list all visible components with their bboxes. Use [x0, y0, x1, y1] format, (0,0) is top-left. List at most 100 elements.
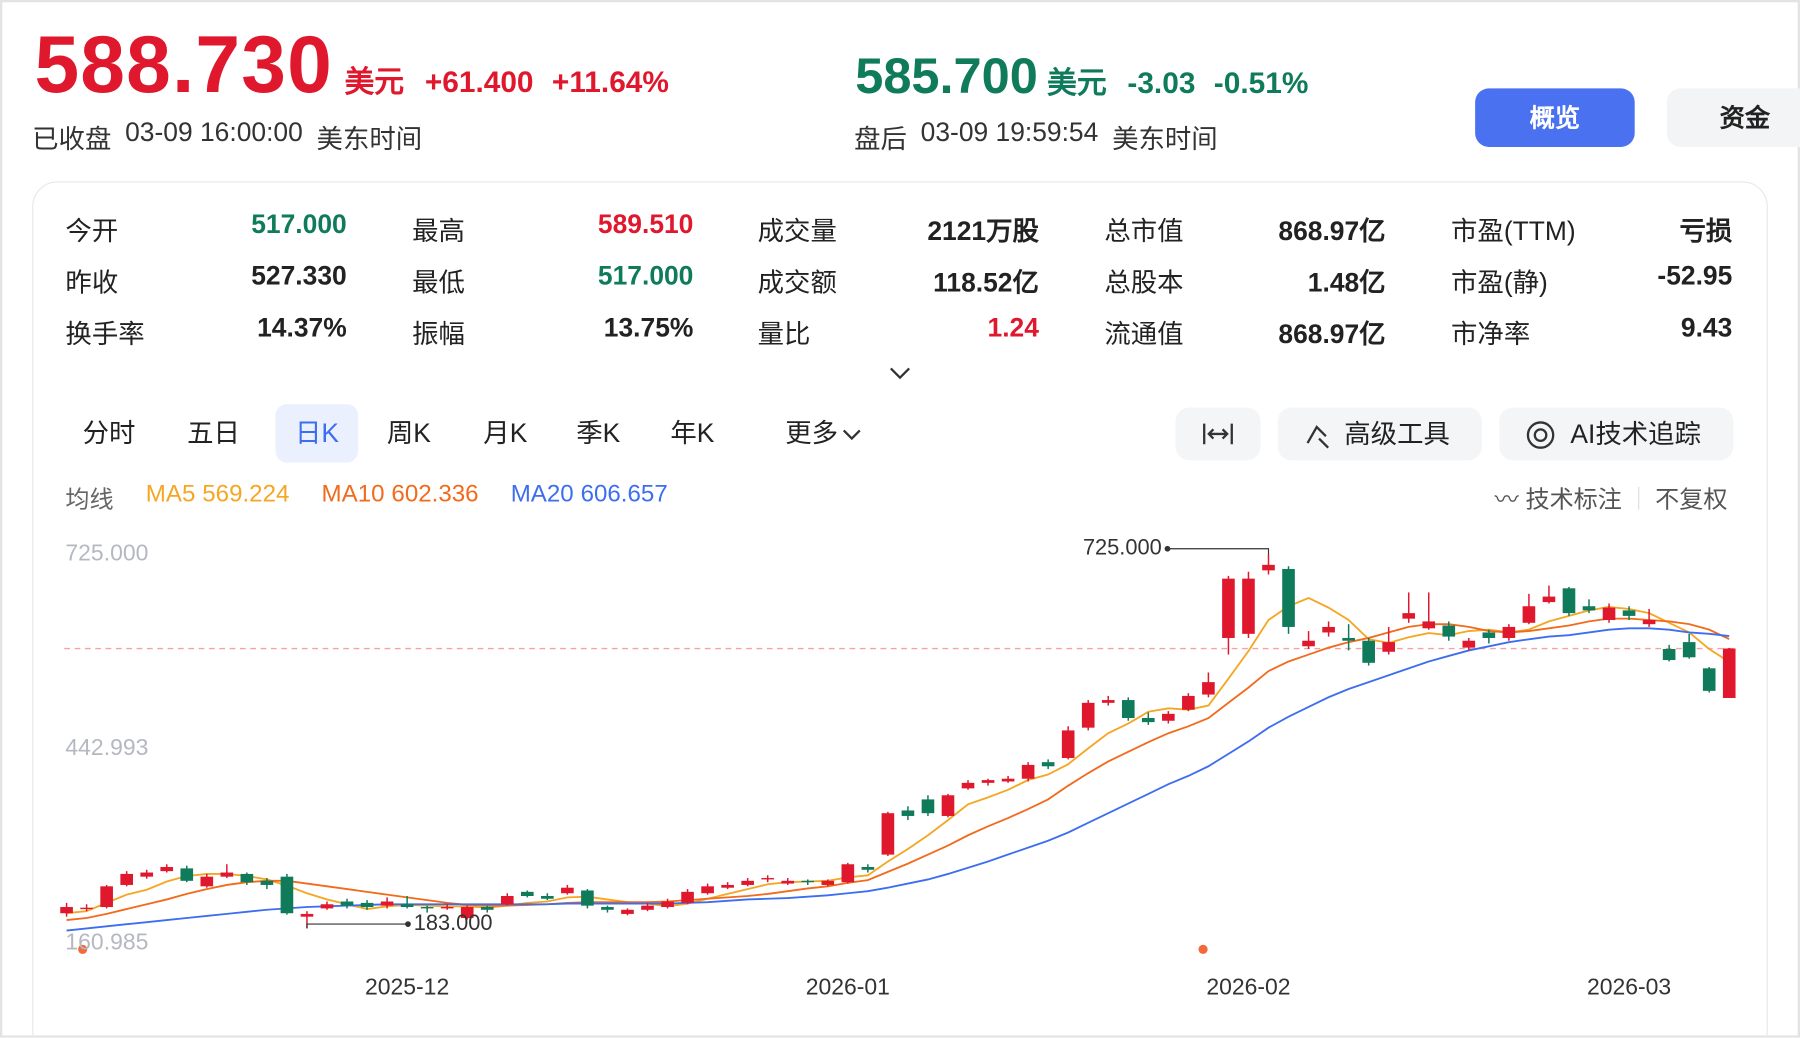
- candle-body: [360, 902, 374, 908]
- period-tab[interactable]: 日K: [275, 404, 359, 463]
- candle-body: [220, 872, 234, 877]
- candle-body: [120, 873, 133, 885]
- advanced-tools[interactable]: 高级工具: [1277, 407, 1483, 461]
- overview-tab[interactable]: 概览: [1475, 88, 1635, 147]
- candle-body: [60, 907, 73, 914]
- candle-body: [1101, 700, 1115, 703]
- stat-value: 868.97亿: [1278, 319, 1386, 349]
- x-tick-label: 2026-03: [1587, 973, 1671, 999]
- stat-label: 市盈(TTM): [1451, 215, 1576, 246]
- period-tab[interactable]: 季K: [576, 417, 621, 448]
- period-tab[interactable]: 更多: [785, 404, 862, 463]
- price: 588.730: [34, 19, 333, 110]
- stat-label: 成交量: [757, 215, 837, 246]
- candle-body: [280, 876, 294, 914]
- candle-body: [941, 795, 955, 816]
- candle-body: [1182, 695, 1195, 710]
- annotate-toggle[interactable]: 〰 技术标注: [1494, 486, 1622, 514]
- candle-body: [1001, 778, 1015, 782]
- candle-body: [681, 891, 694, 903]
- candle-body: [200, 876, 214, 887]
- candle-body: [100, 886, 113, 908]
- min-label: 183.000: [414, 910, 493, 935]
- ma-value: 569.224: [202, 480, 290, 508]
- ma-name: MA5: [145, 480, 196, 508]
- candle-body: [1542, 596, 1556, 603]
- candle-body: [1502, 626, 1516, 638]
- candle-body: [1522, 606, 1536, 623]
- period-tab[interactable]: 月K: [483, 417, 528, 448]
- stat-value: 589.510: [597, 208, 694, 239]
- stat-value: 517.000: [251, 208, 347, 239]
- candle-body: [80, 907, 93, 910]
- change-pct: +11.64%: [551, 64, 669, 99]
- candle-body: [1622, 610, 1636, 616]
- candle-body: [1422, 621, 1436, 629]
- chevron: [842, 429, 861, 441]
- ma-legend-item: MA5 569.224: [146, 481, 290, 515]
- candle-body: [1602, 607, 1616, 621]
- candle-body: [1662, 649, 1676, 661]
- event-dot[interactable]: [1198, 944, 1208, 954]
- y-tick-label: 725.000: [65, 540, 148, 566]
- candle-body: [821, 880, 835, 885]
- period-tab[interactable]: 周K: [386, 417, 431, 448]
- timezone: 美东时间: [316, 123, 423, 154]
- stat-label: 总市值: [1104, 215, 1184, 246]
- after-hours-row: 585.700 美元 -3.03 -0.51%: [855, 48, 1308, 105]
- candle-body: [1061, 730, 1075, 759]
- stat-value: 118.52亿: [933, 267, 1039, 298]
- candle-body: [460, 907, 474, 919]
- stat-value: 亏损: [1679, 215, 1733, 246]
- stat-value: 9.43: [1680, 312, 1733, 343]
- period-tab[interactable]: 五日: [187, 417, 240, 448]
- status: 盘后: [854, 123, 907, 154]
- period-tab[interactable]: 年K: [670, 417, 715, 448]
- candle-body: [300, 913, 314, 917]
- stat-label: 最低: [412, 267, 465, 298]
- candle-body: [1121, 700, 1135, 718]
- candle-body: [1242, 578, 1255, 634]
- candle-body: [801, 880, 815, 883]
- stat-label: 流通值: [1104, 319, 1184, 349]
- candle-body: [380, 901, 394, 906]
- chart-options: 〰 技术标注 不复权: [1495, 481, 1728, 515]
- fit-button[interactable]: [1175, 407, 1261, 461]
- period-tab[interactable]: 分时: [82, 417, 136, 448]
- ai-tracking[interactable]: AI技术追踪: [1499, 407, 1734, 461]
- event-dot[interactable]: [78, 944, 88, 954]
- max-dot: [1164, 545, 1171, 552]
- timezone: 美东时间: [1112, 123, 1218, 154]
- candle-body: [561, 887, 574, 894]
- stat-label: 昨收: [65, 267, 119, 298]
- candle-body: [240, 873, 254, 883]
- candle-body: [881, 813, 895, 855]
- expand-icon[interactable]: [889, 365, 912, 381]
- time: 03-09 16:00:00: [125, 117, 303, 147]
- candle-body: [1682, 642, 1696, 658]
- candle-body: [340, 901, 354, 906]
- candle-body: [1382, 642, 1396, 652]
- candle-body: [1722, 648, 1736, 698]
- stat-label: 今开: [65, 215, 119, 246]
- stat-label: 成交额: [757, 267, 837, 298]
- funds-tab[interactable]: 资金: [1666, 88, 1800, 147]
- ah-currency: 美元: [1047, 65, 1107, 100]
- change: +61.400: [424, 64, 534, 99]
- candle-body: [601, 907, 614, 910]
- candle-body: [1462, 640, 1476, 648]
- ah-change: -3.03: [1127, 65, 1196, 100]
- candle-body: [1702, 668, 1716, 691]
- stat-label: 量比: [757, 319, 811, 349]
- ah-price: 585.700: [855, 48, 1038, 105]
- candle-body: [761, 878, 775, 880]
- x-tick-label: 2026-01: [806, 973, 890, 999]
- candle-body: [1642, 620, 1656, 625]
- stat-value: -52.95: [1657, 260, 1733, 291]
- adjust-toggle[interactable]: 不复权: [1655, 486, 1728, 514]
- candle-body: [1322, 626, 1335, 633]
- stat-label: 市盈(静): [1451, 267, 1548, 298]
- ma-name: MA20: [510, 480, 574, 508]
